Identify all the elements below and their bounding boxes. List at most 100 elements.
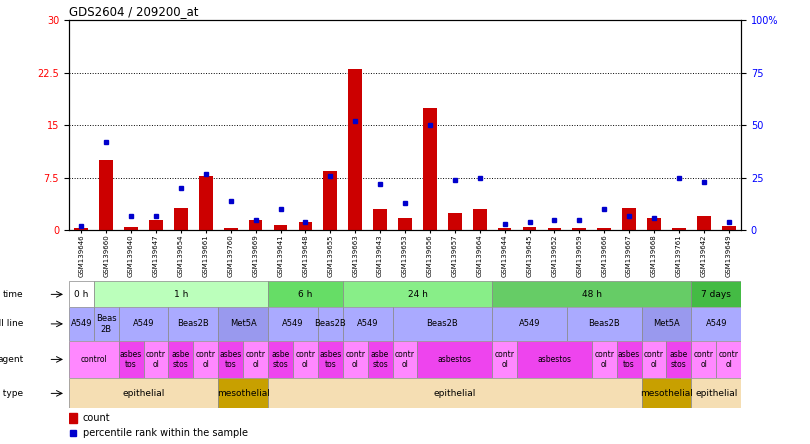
Text: asbe
stos: asbe stos [670,350,688,369]
Bar [642,307,692,341]
Bar [373,210,387,230]
Bar [423,108,437,230]
Bar [168,341,194,378]
Bar [647,218,661,230]
Bar [417,341,492,378]
Bar [672,228,686,230]
Bar [293,341,318,378]
Bar [642,378,692,408]
Text: count: count [83,413,111,423]
Text: contr
ol: contr ol [196,350,215,369]
Text: contr
ol: contr ol [495,350,514,369]
Text: A549: A549 [282,319,304,329]
Bar [399,218,411,230]
Text: contr
ol: contr ol [694,350,714,369]
Bar [393,341,417,378]
Text: contr
ol: contr ol [595,350,614,369]
Bar [368,341,393,378]
Text: asbestos: asbestos [537,355,571,364]
Text: agent: agent [0,355,23,364]
Bar [622,208,636,230]
Bar [473,210,487,230]
Bar [268,307,318,341]
Bar [597,228,611,230]
Bar [343,307,393,341]
Bar [318,341,343,378]
Bar [692,281,741,307]
Text: 1 h: 1 h [173,290,188,299]
Bar [548,228,561,230]
Bar [69,378,218,408]
Text: epithelial: epithelial [122,389,164,398]
Bar [692,341,716,378]
Text: 48 h: 48 h [582,290,602,299]
Bar [517,341,592,378]
Bar [249,220,262,230]
Bar [218,341,243,378]
Bar [199,176,213,230]
Bar [697,216,710,230]
Text: Beas2B: Beas2B [588,319,620,329]
Text: A549: A549 [133,319,154,329]
Bar [94,281,268,307]
Bar [168,307,218,341]
Text: Met5A: Met5A [230,319,257,329]
Bar [573,228,586,230]
Bar [268,281,343,307]
Text: contr
ol: contr ol [296,350,315,369]
Bar [118,341,143,378]
Bar [69,341,118,378]
Bar [716,341,741,378]
Text: GDS2604 / 209200_at: GDS2604 / 209200_at [69,5,198,18]
Bar [692,307,741,341]
Text: epithelial: epithelial [433,389,476,398]
Text: contr
ol: contr ol [146,350,166,369]
Bar [69,281,94,307]
Bar [318,307,343,341]
Text: asbe
stos: asbe stos [271,350,290,369]
Text: Beas2B: Beas2B [314,319,346,329]
Bar [94,307,118,341]
Bar [149,220,163,230]
Bar [194,341,218,378]
Text: asbes
tos: asbes tos [618,350,640,369]
Text: epithelial: epithelial [695,389,737,398]
Bar [268,341,293,378]
Bar [299,222,312,230]
Bar [348,69,362,230]
Bar [143,341,168,378]
Text: A549: A549 [518,319,540,329]
Text: contr
ol: contr ol [395,350,415,369]
Bar [224,228,237,230]
Text: Beas2B: Beas2B [177,319,209,329]
Text: mesothelial: mesothelial [640,389,693,398]
Bar [243,341,268,378]
Text: asbe
stos: asbe stos [371,350,390,369]
Bar [343,281,492,307]
Text: asbes
tos: asbes tos [220,350,242,369]
Text: Beas
2B: Beas 2B [96,314,117,333]
Text: Met5A: Met5A [653,319,680,329]
Bar [722,226,735,230]
Bar [218,307,268,341]
Bar [274,225,288,230]
Text: time: time [3,290,23,299]
Bar [75,228,88,230]
Bar [218,378,268,408]
Text: mesothelial: mesothelial [217,389,270,398]
Text: cell line: cell line [0,319,23,329]
Bar [323,171,337,230]
Bar [667,341,692,378]
Bar [393,307,492,341]
Text: contr
ol: contr ol [718,350,739,369]
Text: asbes
tos: asbes tos [120,350,143,369]
Text: control: control [80,355,107,364]
Bar [498,228,511,230]
Bar [118,307,168,341]
Bar [69,412,77,424]
Text: contr
ol: contr ol [345,350,365,369]
Bar [69,307,94,341]
Text: asbes
tos: asbes tos [319,350,342,369]
Text: cell type: cell type [0,389,23,398]
Bar [492,307,567,341]
